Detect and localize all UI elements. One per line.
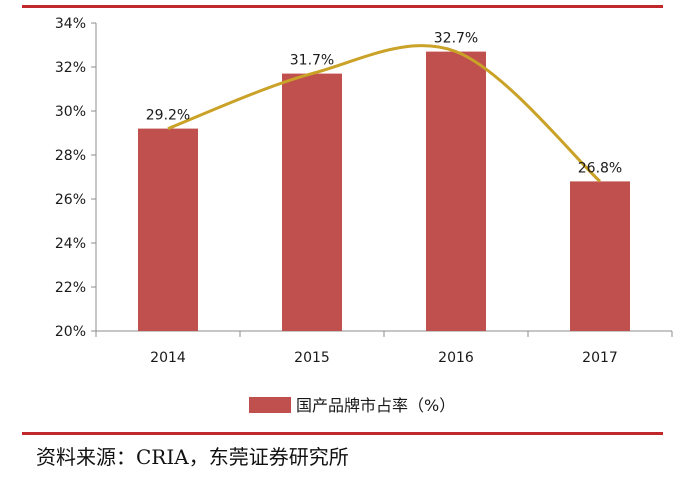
top-rule bbox=[22, 5, 663, 8]
data-label: 29.2% bbox=[146, 108, 190, 124]
source-note: 资料来源：CRIA，东莞证券研究所 bbox=[36, 445, 349, 469]
y-axis: 20% 22% 24% 26% 28% 30% 32% 34% bbox=[55, 16, 97, 340]
bar bbox=[426, 51, 486, 331]
y-tick-label: 22% bbox=[55, 280, 86, 296]
y-tick-label: 32% bbox=[55, 60, 86, 76]
data-label: 31.7% bbox=[290, 53, 334, 69]
legend: 国产品牌市占率（%） bbox=[249, 396, 455, 415]
y-tick-label: 20% bbox=[55, 324, 86, 340]
data-label: 32.7% bbox=[434, 31, 478, 47]
y-tick-label: 34% bbox=[55, 16, 86, 32]
bar bbox=[282, 73, 342, 331]
x-axis: 2014 2015 2016 2017 bbox=[95, 330, 673, 366]
bar-chart: 20%22%24%26%28%30%32%34% 2014 2015 2016 201… bbox=[55, 16, 673, 415]
bar bbox=[570, 181, 630, 331]
legend-swatch bbox=[249, 397, 291, 413]
bottom-rule bbox=[22, 432, 663, 435]
x-tick-label: 2017 bbox=[582, 350, 618, 366]
y-tick-label: 24% bbox=[55, 236, 86, 252]
y-tick-label: 30% bbox=[55, 104, 86, 120]
bar bbox=[138, 128, 198, 331]
data-label: 26.8% bbox=[578, 160, 622, 176]
legend-label: 国产品牌市占率（%） bbox=[296, 396, 455, 415]
bars bbox=[138, 51, 630, 331]
y-tick-label: 28% bbox=[55, 148, 86, 164]
trend-line bbox=[167, 44, 602, 183]
x-tick-label: 2014 bbox=[150, 350, 186, 366]
data-labels: 29.2% 31.7% 32.7% 26.8% bbox=[146, 31, 622, 177]
x-tick-label: 2016 bbox=[438, 350, 474, 366]
trend-line-group bbox=[167, 44, 602, 183]
y-tick-label: 26% bbox=[55, 192, 86, 208]
x-tick-label: 2015 bbox=[294, 350, 330, 366]
